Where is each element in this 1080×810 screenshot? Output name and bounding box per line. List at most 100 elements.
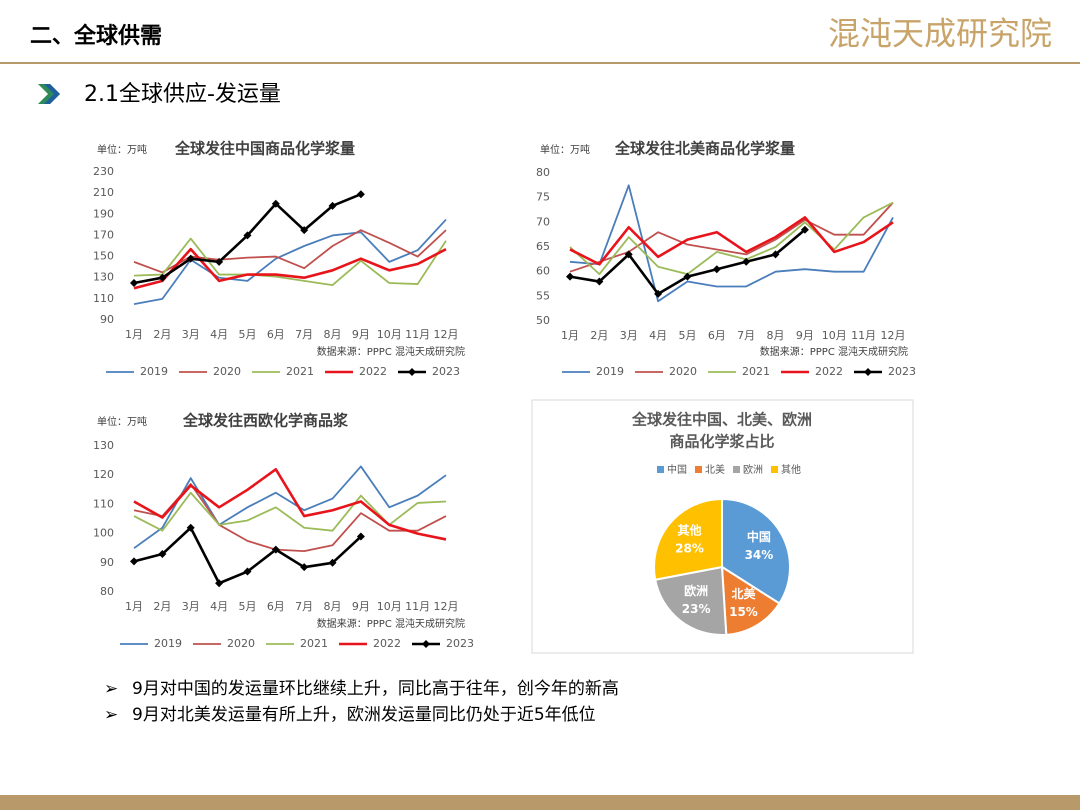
y-tick-label: 65 [536,240,550,253]
y-tick-label: 120 [93,468,114,481]
x-tick-label: 11月 [405,600,430,613]
slice-value: 15% [729,605,758,619]
legend-label: 2023 [888,365,916,378]
y-tick-label: 55 [536,289,550,302]
point-marker [566,272,574,281]
unit-label: 单位：万吨 [97,415,147,428]
chart-title: 全球发往中国、北美、欧洲 [631,411,812,429]
legend-label: 2019 [154,637,182,650]
y-tick-label: 80 [536,166,550,179]
x-tick-label: 8月 [324,600,342,613]
x-tick-label: 8月 [324,328,342,341]
x-tick-label: 5月 [238,600,256,613]
point-marker [712,265,721,274]
unit-label: 单位：万吨 [540,143,590,156]
slice-value: 34% [745,548,774,562]
point-marker [300,563,309,572]
legend-label: 2023 [446,637,474,650]
slice-category: 北美 [731,586,756,601]
legend-label: 北美 [705,463,725,476]
x-tick-label: 4月 [210,600,228,613]
legend-label: 2019 [596,365,624,378]
x-tick-label: 3月 [620,329,638,342]
x-tick-label: 9月 [352,600,370,613]
x-tick-label: 7月 [295,600,313,613]
x-tick-label: 12月 [881,329,906,342]
x-tick-label: 11月 [851,329,876,342]
source: 数据来源：PPPC 混沌天成研究院 [760,345,908,358]
x-tick-label: 6月 [708,329,726,342]
legend-label: 2021 [286,365,314,378]
legend-swatch [695,466,702,473]
legend-label: 欧洲 [743,464,763,476]
slice-category: 欧洲 [684,583,708,598]
point-marker [683,272,692,281]
y-tick-label: 90 [100,313,114,326]
pie-slice [654,565,728,636]
point-marker [771,250,780,259]
section-title: 二、全球供需 [30,23,162,49]
slice-value: 28% [675,542,704,556]
legend-label: 2020 [213,365,241,378]
bullet-icon: ➢ [104,679,118,699]
legend-swatch [733,466,740,473]
y-tick-label: 170 [93,228,114,241]
y-tick-label: 210 [93,186,114,199]
point-marker [243,231,252,240]
point-marker [130,279,138,287]
slice-value: 23% [682,602,711,616]
series-line [133,229,447,274]
y-tick-label: 90 [100,556,114,569]
legend-label: 2022 [815,365,843,378]
series-line [133,491,447,532]
point-marker [300,226,309,235]
subtitle: 2.1全球供应-发运量 [84,82,281,107]
x-tick-label: 11月 [405,328,430,341]
point-marker [243,567,252,576]
point-marker [356,190,365,199]
point-marker [215,257,224,266]
point-marker [271,545,280,554]
legend-label: 2021 [300,637,328,650]
chart-title: 商品化学浆占比 [669,433,774,451]
series-line [133,465,447,549]
slice-category: 中国 [747,529,771,544]
logo: 混沌天成研究院 [828,15,1052,53]
x-tick-label: 12月 [434,328,459,341]
point-marker [742,257,751,266]
x-tick-label: 1月 [125,328,143,341]
series-line [133,237,447,287]
y-tick-label: 60 [536,265,550,278]
legend-marker [422,640,430,648]
chart-title: 全球发往西欧化学商品浆 [182,412,349,430]
x-tick-label: 6月 [267,600,285,613]
x-tick-label: 10月 [377,328,402,341]
pie-slice [653,497,723,581]
point-marker [595,277,604,286]
point-marker [186,523,195,532]
legend-label: 其他 [781,463,801,476]
point-marker [158,550,167,559]
chart-title: 全球发往北美商品化学浆量 [614,140,795,158]
x-tick-label: 2月 [590,329,608,342]
source: 数据来源：PPPC 混沌天成研究院 [317,345,465,358]
series-line [569,184,894,303]
bullet: 9月对北美发运量有所上升，欧洲发运量同比仍处于近5年低位 [132,705,596,725]
point-marker [800,225,809,234]
point-marker [356,532,365,541]
point-marker [158,273,167,282]
point-marker [328,201,337,210]
legend-label: 2022 [373,637,401,650]
y-tick-label: 110 [93,497,114,510]
x-tick-label: 9月 [796,329,814,342]
x-tick-label: 7月 [295,328,313,341]
x-tick-label: 12月 [434,600,459,613]
x-tick-label: 3月 [182,328,200,341]
x-tick-label: 1月 [125,600,143,613]
y-tick-label: 130 [93,439,114,452]
x-tick-label: 4月 [649,329,667,342]
y-tick-label: 70 [536,215,550,228]
point-marker [186,254,195,263]
x-tick-label: 7月 [737,329,755,342]
